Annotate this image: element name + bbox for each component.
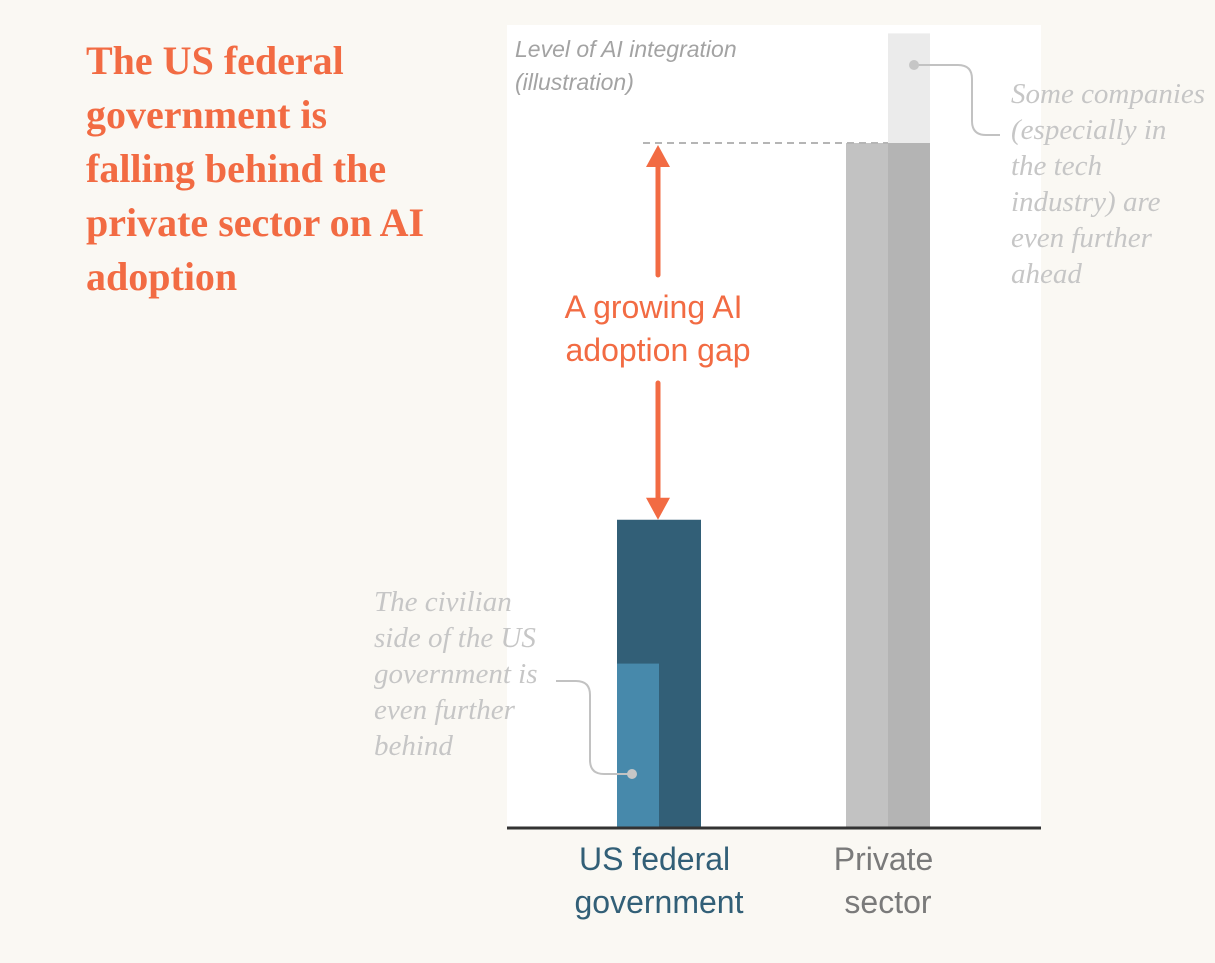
plot-area (507, 25, 1041, 828)
annotation-tech-line-1: Some companies (1011, 78, 1205, 110)
tech-annotation-dot (909, 60, 919, 70)
annotation-tech-line-3: the tech (1011, 150, 1102, 182)
y-axis-label-line-2: (illustration) (515, 69, 634, 95)
bar-private-sector (846, 143, 888, 828)
annotation-civilian-line-1: The civilian (374, 586, 512, 618)
annotation-tech-line-6: ahead (1011, 258, 1082, 290)
chart-title: The US federal government is falling beh… (86, 38, 425, 299)
y-axis-label-line-1: Level of AI integration (515, 36, 737, 62)
gap-arrow-down-head (646, 497, 670, 520)
annotation-tech-line-2: (especially in (1011, 114, 1166, 146)
annotation-civilian-line-2: side of the US (374, 622, 536, 654)
gap-label-line-1: A growing AI (565, 289, 743, 325)
bar-tech-companies-extension (888, 33, 930, 143)
gap-label-line-2: adoption gap (565, 332, 750, 368)
x-label-gov-line-2: government (575, 884, 744, 920)
civilian-annotation-dot (627, 769, 637, 779)
annotation-tech-line-5: even further (1011, 222, 1153, 254)
annotation-civilian-line-5: behind (374, 730, 453, 762)
bar-civilian-government (617, 663, 659, 828)
annotation-civilian-line-4: even further (374, 694, 516, 726)
x-label-us-federal-government: US federal government (575, 841, 744, 920)
gap-label: A growing AI adoption gap (565, 289, 752, 368)
annotation-tech-line-4: industry) are (1011, 186, 1161, 218)
civilian-annotation-leader (556, 680, 632, 775)
x-label-private-sector: Private sector (834, 841, 942, 920)
annotation-civilian: The civilian side of the US government i… (374, 586, 545, 762)
annotation-tech: Some companies (especially in the tech i… (1011, 78, 1212, 290)
gap-arrow-up-head (646, 145, 670, 167)
annotation-civilian-line-3: government is (374, 658, 538, 690)
x-label-private-line-2: sector (844, 884, 931, 920)
y-axis-label: Level of AI integration (illustration) (515, 36, 743, 95)
bar-private-sector-dark-half (888, 143, 930, 828)
tech-annotation-leader (914, 64, 1000, 136)
x-label-gov-line-1: US federal (579, 841, 730, 877)
x-label-private-line-1: Private (834, 841, 934, 877)
